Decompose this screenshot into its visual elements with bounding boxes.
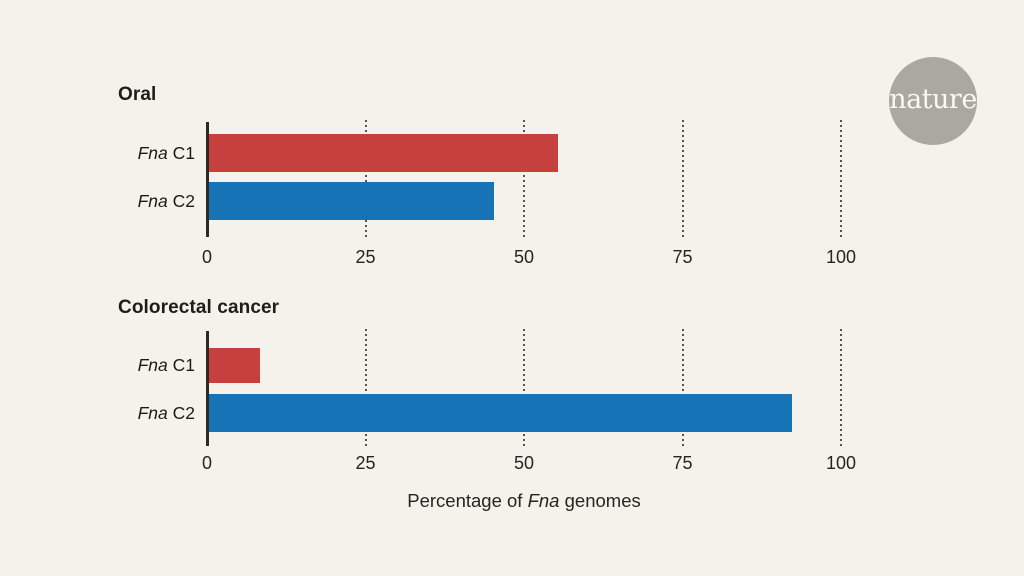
x-tick-label: 75 — [672, 247, 693, 267]
nature-logo-text: nature — [889, 83, 977, 115]
x-axis-label: Percentage of Fna genomes — [407, 490, 641, 511]
fna-italic: Fna — [137, 190, 168, 211]
chart-title: Oral — [118, 84, 157, 105]
bar-row: Fna C2 — [138, 182, 847, 220]
gridline-50 — [523, 120, 525, 239]
fna-italic: Fna — [137, 142, 168, 163]
bar-oral-fna-c2 — [209, 182, 495, 220]
category-label: Fna C1 — [137, 355, 195, 375]
fna-italic: Fna — [527, 490, 560, 511]
gridline-50 — [523, 329, 525, 448]
bar-crc-fna-c1 — [209, 348, 260, 383]
bar-row: Fna C1 — [138, 348, 847, 383]
x-axis-ticks: 0 25 50 75 100 — [202, 453, 856, 475]
plot-area: Fna C1 Fna C2 — [138, 120, 847, 239]
x-tick-label: 25 — [355, 247, 376, 267]
bar-row: Fna C2 — [138, 394, 847, 432]
x-tick-label: 25 — [355, 453, 376, 473]
category-label: Fna C2 — [137, 402, 195, 423]
bar-crc-fna-c2 — [209, 394, 793, 432]
x-tick-label: 100 — [825, 453, 857, 473]
gridline-75 — [681, 329, 684, 448]
plot-area: Fna C1 Fna C2 — [138, 329, 847, 448]
category-label: Fna C1 — [137, 142, 195, 163]
x-tick-label: 75 — [672, 453, 693, 473]
x-tick-label: 50 — [513, 247, 535, 267]
chart-title: Colorectal cancer — [118, 297, 280, 318]
y-axis-line — [206, 331, 209, 446]
x-tick-label: 0 — [201, 247, 213, 267]
nature-logo: nature — [889, 57, 977, 145]
fna-italic: Fna — [137, 355, 168, 375]
gridline-25 — [364, 120, 367, 239]
gridline-100 — [840, 329, 842, 448]
bar-row: Fna C1 — [138, 134, 847, 172]
gridline-25 — [364, 329, 367, 448]
x-tick-label: 0 — [201, 453, 213, 473]
gridline-75 — [681, 120, 684, 239]
x-tick-label: 50 — [513, 453, 535, 473]
fna-italic: Fna — [137, 402, 168, 423]
y-axis-line — [206, 122, 209, 237]
x-tick-label: 100 — [825, 247, 857, 267]
bar-oral-fna-c1 — [209, 134, 558, 172]
x-axis-ticks: 0 25 50 75 100 — [202, 247, 856, 269]
category-label: Fna C2 — [137, 190, 195, 211]
gridline-100 — [840, 120, 842, 239]
